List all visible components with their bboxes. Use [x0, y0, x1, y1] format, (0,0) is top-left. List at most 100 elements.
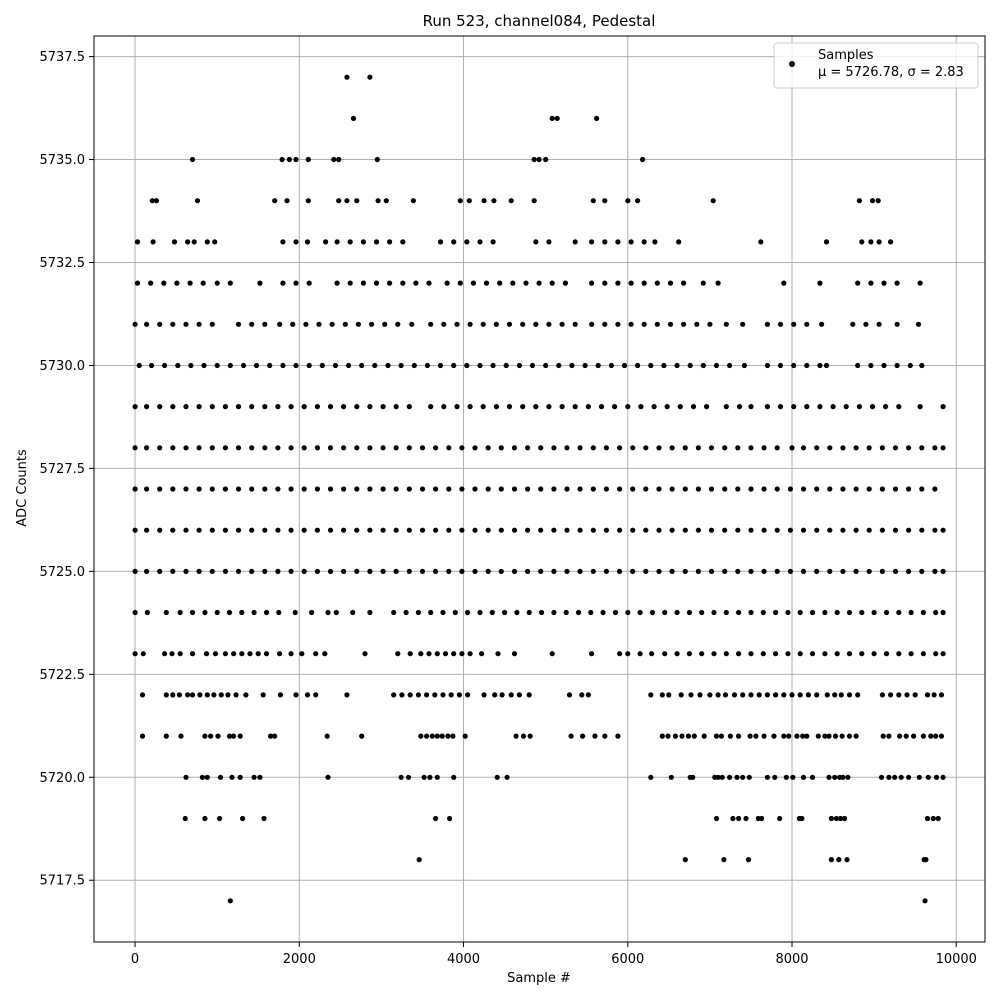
- data-point: [711, 609, 717, 616]
- data-point: [481, 198, 487, 204]
- x-tick-label: 2000: [283, 952, 316, 967]
- data-point: [380, 527, 386, 533]
- data-point: [183, 486, 189, 492]
- data-point: [513, 733, 519, 739]
- data-point: [398, 774, 404, 780]
- data-point: [789, 445, 795, 451]
- data-point: [369, 321, 375, 327]
- data-point: [920, 651, 927, 657]
- data-point: [590, 486, 596, 492]
- data-point: [325, 774, 331, 780]
- x-tick-label: 0: [131, 952, 139, 967]
- data-point: [922, 898, 928, 904]
- x-tick-label: 4000: [447, 952, 480, 967]
- data-point: [372, 362, 378, 369]
- data-point: [355, 321, 361, 327]
- data-point: [844, 857, 850, 863]
- data-point: [804, 733, 810, 739]
- data-point: [170, 404, 176, 410]
- data-point: [804, 321, 810, 327]
- data-point: [866, 527, 872, 533]
- data-point: [325, 609, 331, 616]
- data-point: [157, 486, 163, 492]
- data-point: [262, 486, 268, 492]
- data-point: [743, 815, 749, 822]
- data-point: [896, 609, 902, 616]
- data-point: [433, 486, 439, 492]
- data-point: [625, 651, 631, 657]
- data-point: [826, 733, 832, 739]
- data-point: [342, 321, 348, 327]
- data-point: [419, 486, 426, 492]
- data-point: [526, 609, 532, 616]
- data-point: [892, 445, 899, 451]
- data-point: [162, 651, 168, 657]
- data-point: [832, 774, 838, 780]
- data-point: [723, 404, 729, 410]
- data-point: [132, 609, 138, 616]
- data-point: [406, 445, 412, 451]
- data-point: [409, 321, 415, 327]
- data-point: [450, 733, 456, 739]
- data-point: [439, 733, 445, 739]
- data-point: [346, 362, 352, 369]
- data-point: [367, 568, 373, 575]
- data-point: [748, 568, 754, 575]
- data-point: [740, 692, 746, 698]
- data-point: [237, 733, 243, 739]
- data-point: [432, 692, 438, 698]
- data-point: [144, 404, 150, 410]
- data-point: [799, 815, 805, 822]
- legend-marker: [789, 61, 795, 67]
- data-point: [393, 486, 399, 492]
- data-point: [235, 445, 242, 451]
- y-tick-label: 5722.5: [40, 668, 86, 683]
- data-point: [546, 239, 552, 245]
- data-point: [440, 692, 446, 698]
- data-point: [722, 445, 728, 451]
- data-point: [906, 527, 912, 533]
- data-point: [407, 692, 413, 698]
- data-point: [830, 404, 836, 410]
- data-point: [506, 404, 513, 410]
- data-point: [791, 321, 797, 327]
- data-point: [594, 115, 600, 121]
- data-point: [760, 609, 766, 616]
- data-point: [906, 486, 912, 492]
- data-point: [148, 280, 154, 286]
- data-point: [262, 445, 268, 451]
- data-point: [367, 74, 373, 80]
- data-point: [144, 568, 150, 575]
- data-point: [543, 362, 549, 369]
- data-point: [309, 609, 315, 616]
- data-point: [828, 857, 835, 863]
- data-point: [637, 651, 643, 657]
- data-point: [393, 445, 399, 451]
- data-point: [734, 774, 740, 780]
- data-point: [781, 692, 787, 698]
- data-point: [853, 486, 859, 492]
- data-point: [621, 362, 628, 369]
- data-point: [188, 362, 194, 369]
- data-point: [426, 651, 432, 657]
- data-point: [735, 568, 741, 575]
- data-point: [906, 445, 912, 451]
- data-point: [189, 651, 196, 657]
- data-point: [504, 774, 510, 780]
- data-point: [428, 609, 434, 616]
- data-point: [209, 486, 215, 492]
- data-point: [722, 692, 729, 698]
- data-point: [429, 733, 435, 739]
- data-point: [493, 321, 499, 327]
- data-point: [466, 198, 472, 204]
- legend-entry-samples: Samples: [818, 48, 874, 63]
- data-point: [255, 651, 261, 657]
- data-point: [666, 692, 672, 698]
- data-point: [774, 445, 780, 451]
- data-point: [196, 404, 202, 410]
- data-point: [301, 568, 307, 575]
- data-point: [144, 527, 150, 533]
- data-point: [741, 362, 748, 369]
- data-point: [480, 404, 486, 410]
- data-point: [344, 74, 350, 80]
